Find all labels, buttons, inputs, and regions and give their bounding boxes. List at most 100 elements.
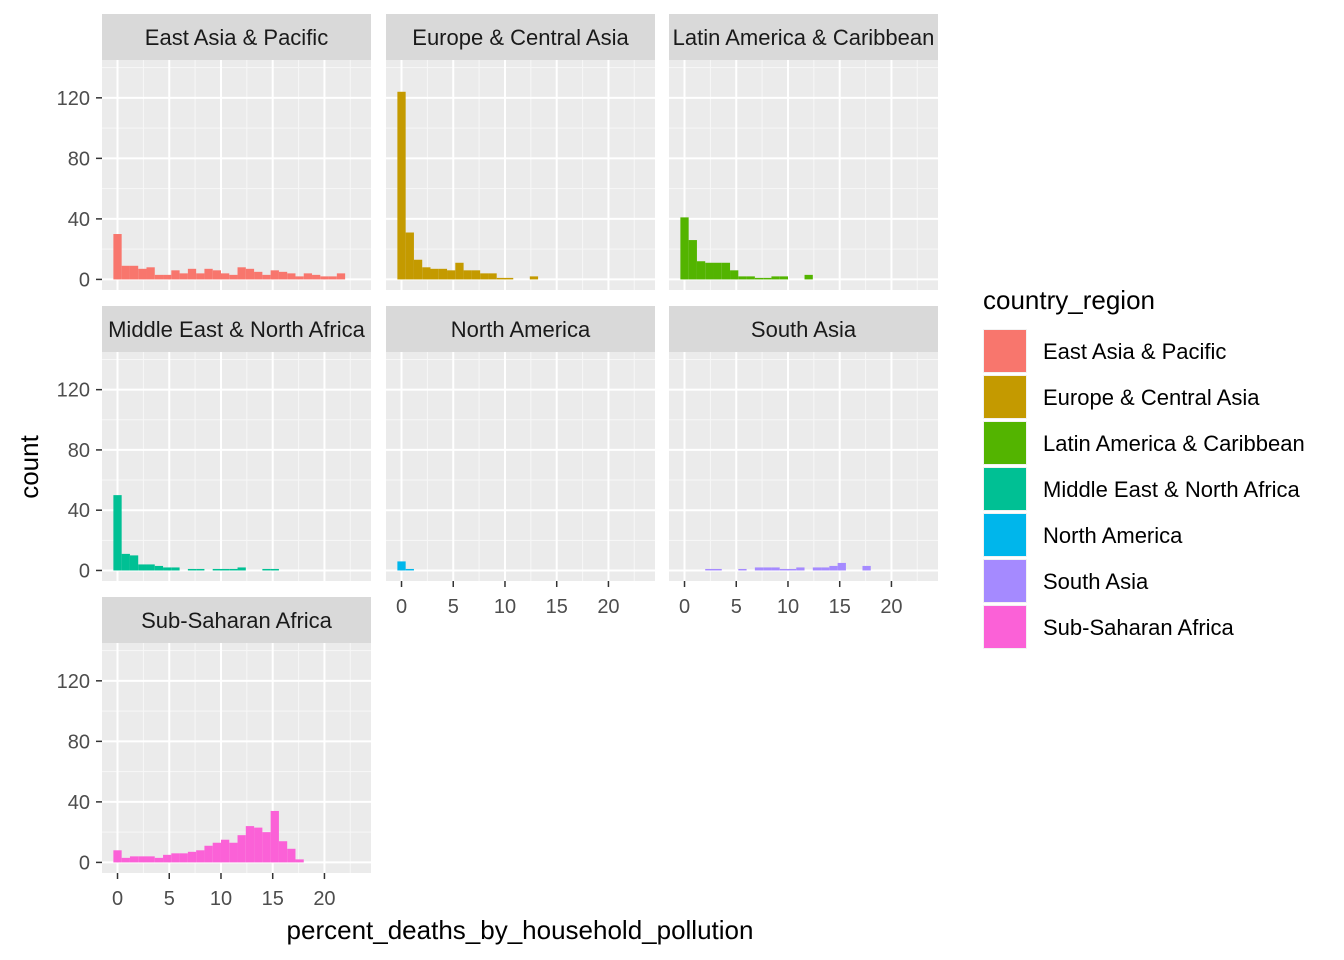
x-tick-label: 15 xyxy=(262,888,284,910)
panel-strip-label: North America xyxy=(451,317,591,342)
y-tick-label: 120 xyxy=(57,671,90,693)
panel-strip xyxy=(386,14,655,60)
histogram-bar xyxy=(746,276,755,280)
histogram-bar xyxy=(680,217,689,280)
histogram-bar xyxy=(196,850,205,863)
legend-item-europe-and-central-asia: Europe & Central Asia xyxy=(983,375,1260,419)
histogram-bar xyxy=(113,850,122,863)
histogram-bar xyxy=(121,265,130,280)
panel-strip-label: East Asia & Pacific xyxy=(145,25,328,50)
plot-background xyxy=(102,643,371,873)
histogram-bar xyxy=(480,273,489,280)
histogram-bar xyxy=(113,495,122,571)
histogram-bar xyxy=(262,274,271,280)
legend-swatch xyxy=(984,514,1026,556)
histogram-bar xyxy=(262,568,271,571)
histogram-bar xyxy=(146,856,155,863)
panel-strip xyxy=(669,306,938,352)
histogram-bar xyxy=(713,262,722,280)
histogram-bar xyxy=(196,568,205,571)
plot-background xyxy=(386,60,655,290)
histogram-bars xyxy=(397,561,414,571)
legend-item-north-america: North America xyxy=(983,513,1183,557)
x-tick-label: 20 xyxy=(597,596,619,618)
histogram-bar xyxy=(529,276,539,280)
histogram-bar xyxy=(754,277,764,280)
histogram-bar xyxy=(229,568,238,571)
histogram-bar xyxy=(496,277,505,280)
panel-sub-saharan-africa: Sub-Saharan Africa 0 40 80 120 xyxy=(57,597,371,874)
histogram-bar xyxy=(138,268,147,280)
histogram-bar xyxy=(447,270,456,280)
histogram-bar xyxy=(163,854,172,863)
legend-label: Middle East & North Africa xyxy=(1043,477,1301,502)
histogram-bar xyxy=(763,567,772,571)
plot-background xyxy=(669,60,938,290)
y-tick-label: 80 xyxy=(68,440,90,462)
panel-south-asia: South Asia xyxy=(669,306,938,581)
panel-europe-and-central-asia: Europe & Central Asia xyxy=(386,14,655,290)
histogram-bar xyxy=(713,568,722,571)
histogram-bar xyxy=(730,270,739,280)
legend-label: East Asia & Pacific xyxy=(1043,339,1226,364)
panel-strip xyxy=(102,597,371,643)
plot-background xyxy=(386,352,655,581)
histogram-bar xyxy=(463,270,472,280)
histogram-bar xyxy=(771,276,780,280)
histogram-bar xyxy=(204,268,213,280)
plot-background xyxy=(102,60,371,290)
x-tick-label: 5 xyxy=(731,596,742,618)
histogram-bar xyxy=(212,270,221,280)
histogram-bar xyxy=(705,568,714,571)
histogram-bar xyxy=(171,853,180,863)
histogram-bar xyxy=(430,268,439,280)
histogram-bar xyxy=(488,273,497,280)
legend-item-east-asia-and-pacific: East Asia & Pacific xyxy=(983,329,1226,373)
histogram-bar xyxy=(696,261,706,280)
histogram-bar xyxy=(154,565,164,571)
legend-title: country_region xyxy=(983,285,1155,315)
y-tick-label: 40 xyxy=(68,792,90,814)
histogram-bar xyxy=(738,276,747,280)
y-tick-label: 40 xyxy=(68,500,90,522)
histogram-bar xyxy=(163,274,172,280)
legend: country_region East Asia & Pacific Europe… xyxy=(983,285,1305,649)
histogram-bar xyxy=(245,826,255,863)
histogram-bars xyxy=(113,810,304,863)
histogram-bar xyxy=(138,856,147,863)
x-tick-label: 5 xyxy=(448,596,459,618)
histogram-bar xyxy=(471,270,481,280)
histogram-bar xyxy=(278,271,288,280)
histogram-bar xyxy=(837,562,846,571)
legend-swatch xyxy=(984,422,1026,464)
legend-item-latin-america-and-caribbean: Latin America & Caribbean xyxy=(983,421,1305,465)
histogram-bar xyxy=(287,848,296,863)
histogram-bar xyxy=(254,271,263,280)
legend-label: Latin America & Caribbean xyxy=(1043,431,1305,456)
facet-panels: East Asia & Pacific 0 40 80 120 Europe & Cent… xyxy=(57,14,938,874)
histogram-bar xyxy=(146,564,155,571)
histogram-bar xyxy=(821,567,830,571)
histogram-bar xyxy=(312,274,321,280)
histogram-bar xyxy=(721,262,731,280)
y-tick-label: 40 xyxy=(68,209,90,231)
histogram-bar xyxy=(295,276,304,280)
x-tick-label: 5 xyxy=(164,888,175,910)
y-tick-label: 80 xyxy=(68,148,90,170)
histogram-bar xyxy=(413,259,423,280)
y-tick-label: 120 xyxy=(57,380,90,402)
x-tick-label: 0 xyxy=(679,596,690,618)
histogram-bar xyxy=(113,234,122,280)
histogram-bars xyxy=(397,91,539,280)
histogram-bar xyxy=(804,274,813,280)
histogram-bar xyxy=(220,839,230,863)
x-tick-label: 10 xyxy=(210,888,232,910)
histogram-bar xyxy=(270,270,279,280)
x-tick-label: 0 xyxy=(396,596,407,618)
legend-swatch xyxy=(984,330,1026,372)
histogram-bar xyxy=(787,568,797,571)
y-axis-title: count xyxy=(14,434,44,498)
histogram-bar xyxy=(438,268,448,280)
histogram-bars xyxy=(113,495,279,571)
